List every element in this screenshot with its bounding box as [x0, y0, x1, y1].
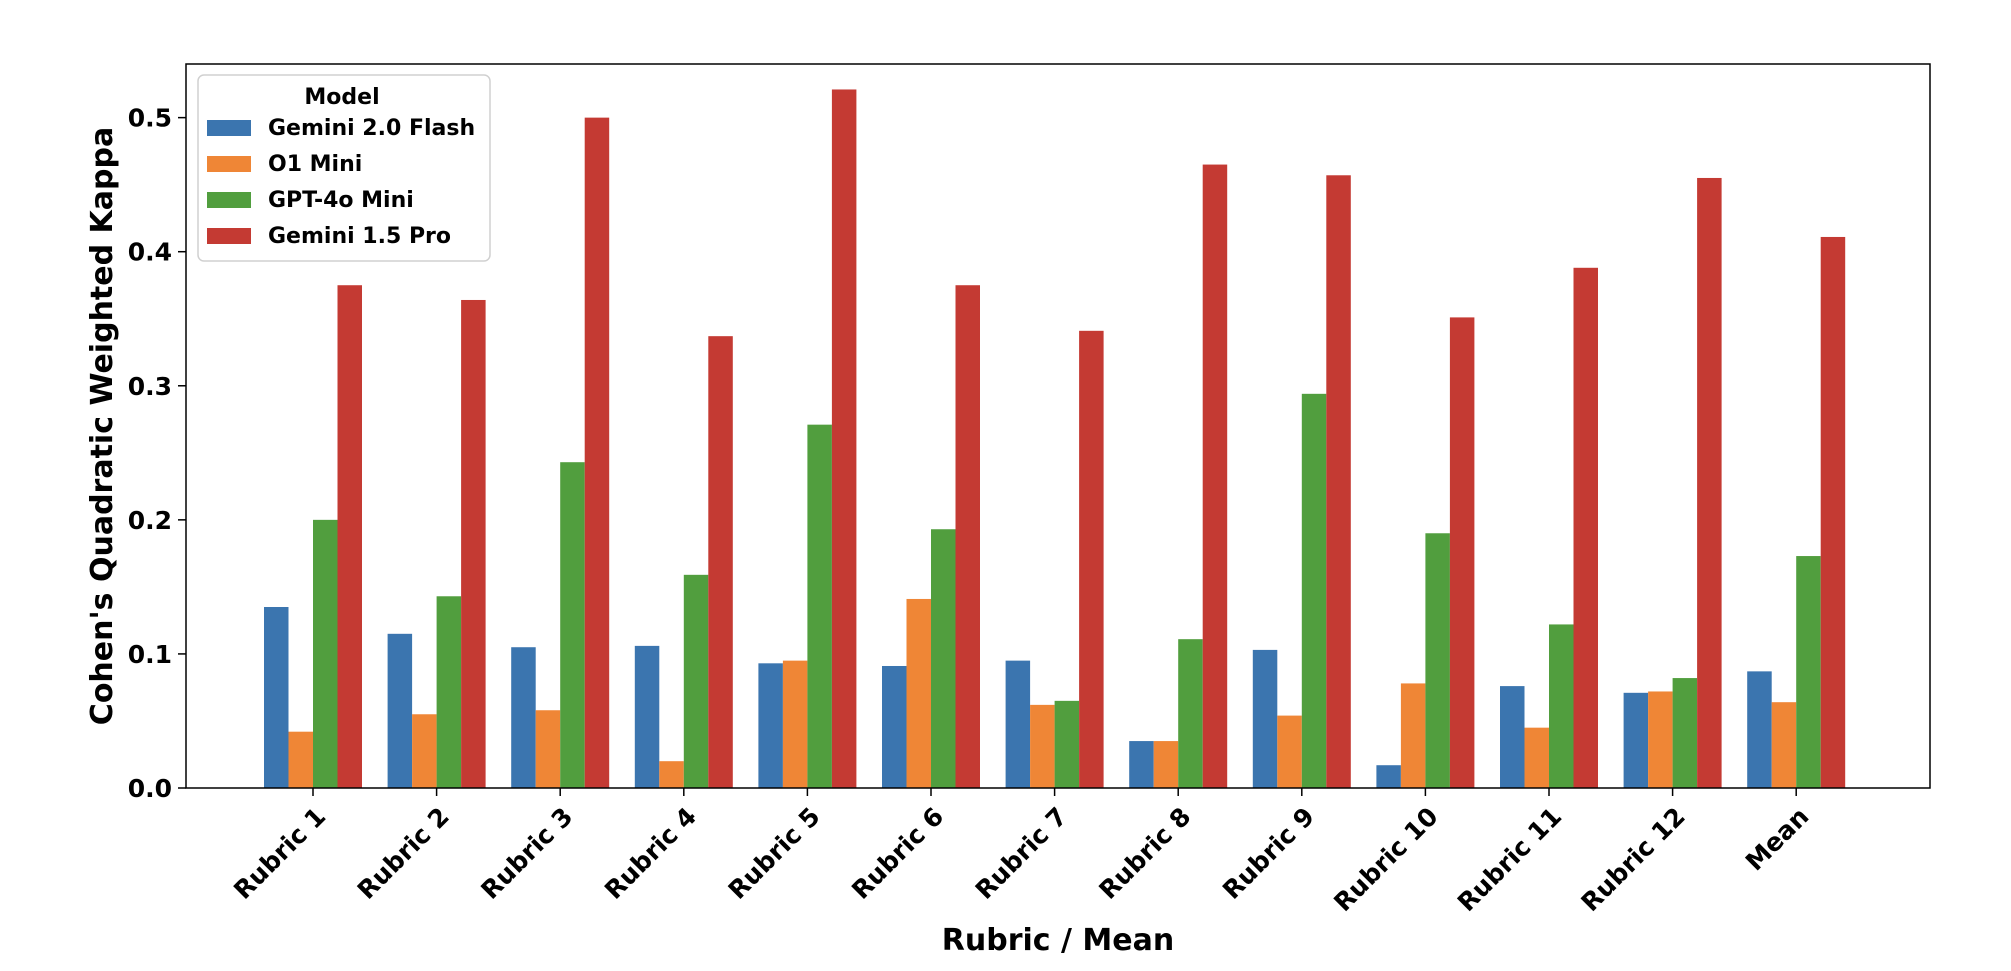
- x-tick-label: Rubric 3: [475, 802, 578, 905]
- x-tick-label: Rubric 11: [1452, 802, 1567, 917]
- bar: [1079, 330, 1104, 788]
- bar: [412, 714, 437, 788]
- bar: [461, 299, 486, 788]
- y-tick-label: 0.1: [128, 640, 172, 669]
- bar: [1277, 715, 1302, 788]
- bars-layer: [264, 89, 1846, 789]
- y-tick-label: 0.2: [128, 506, 172, 535]
- bar: [1524, 727, 1549, 788]
- bar: [807, 424, 832, 788]
- bar: [313, 519, 338, 788]
- bar: [288, 731, 313, 788]
- bar: [1796, 556, 1821, 788]
- bar: [436, 596, 462, 788]
- x-tick-label: Rubric 2: [352, 802, 455, 905]
- y-tick-label: 0.0: [128, 774, 172, 803]
- bar: [1153, 741, 1179, 788]
- bar: [683, 574, 709, 788]
- bar: [758, 663, 783, 788]
- bar: [831, 89, 857, 789]
- x-tick-label: Rubric 7: [970, 802, 1073, 905]
- legend-swatch: [207, 192, 251, 208]
- x-tick-label: Rubric 10: [1328, 802, 1443, 917]
- bar: [955, 285, 980, 788]
- bar: [1376, 765, 1401, 788]
- x-tick-label: Rubric 4: [599, 802, 702, 905]
- x-tick-label: Rubric 9: [1217, 802, 1320, 905]
- bar: [1400, 683, 1426, 788]
- x-axis: Rubric 1 Rubric 2 Rubric 3 Rubric 4 Rubric 5…: [228, 788, 1814, 917]
- x-tick-label: Rubric 6: [846, 802, 949, 905]
- bar: [387, 633, 413, 788]
- legend-items: Gemini 2.0 Flash O1 Mini GPT-4o Mini Gemini…: [207, 116, 475, 249]
- legend-swatch: [207, 228, 251, 244]
- x-tick-label: Mean: [1740, 802, 1815, 877]
- bar: [337, 285, 362, 788]
- plot-frame: [185, 63, 1931, 789]
- bar: [1030, 704, 1055, 788]
- bar: [659, 761, 684, 788]
- bar: [1549, 624, 1574, 788]
- legend-label: GPT-4o Mini: [268, 188, 414, 213]
- y-tick-label: 0.4: [128, 238, 172, 267]
- bar: [1005, 660, 1031, 788]
- y-axis: 0.0 0.1 0.2 0.3 0.4 0.5: [128, 104, 186, 803]
- legend-swatch: [207, 120, 251, 136]
- bar: [1672, 678, 1698, 788]
- bar: [1326, 175, 1351, 788]
- bar: [906, 598, 931, 788]
- bar: [1129, 741, 1154, 788]
- bar: [584, 117, 610, 788]
- legend-frame: [197, 74, 491, 262]
- legend-swatch: [207, 156, 251, 172]
- bar: [1301, 393, 1327, 788]
- bar: [931, 529, 956, 788]
- legend-label: Gemini 1.5 Pro: [268, 224, 451, 249]
- bar: [560, 462, 585, 788]
- x-tick-label: Rubric 1: [228, 802, 331, 905]
- legend: Model Gemini 2.0 Flash O1 Mini GPT-4o Mini…: [197, 74, 491, 262]
- legend-label: O1 Mini: [268, 152, 362, 177]
- bar: [1449, 317, 1475, 788]
- bar: [1623, 692, 1649, 788]
- bar: [782, 660, 808, 788]
- x-tick-label: Rubric 8: [1093, 802, 1196, 905]
- legend-title: Model: [304, 85, 379, 110]
- bar: [264, 607, 289, 788]
- legend-label: Gemini 2.0 Flash: [268, 116, 475, 141]
- bar: [1500, 686, 1525, 788]
- bar: [1202, 164, 1228, 788]
- bar: [1747, 671, 1772, 788]
- x-tick-label: Rubric 5: [723, 802, 826, 905]
- bar: [1573, 267, 1598, 788]
- bar: [708, 336, 733, 788]
- bar: [511, 647, 536, 788]
- bar: [1054, 700, 1080, 788]
- bar: [1252, 649, 1278, 788]
- bar: [1771, 702, 1797, 788]
- bar: [634, 645, 660, 788]
- bar: [882, 665, 907, 788]
- bar: [1178, 639, 1203, 788]
- bar: [1425, 533, 1450, 788]
- bar: [535, 710, 561, 788]
- x-tick-label: Rubric 12: [1575, 802, 1690, 917]
- y-axis-label: Cohen's Quadratic Weighted Kappa: [85, 127, 120, 725]
- x-axis-label: Rubric / Mean: [942, 923, 1174, 958]
- y-tick-label: 0.3: [128, 372, 172, 401]
- y-tick-label: 0.5: [128, 104, 172, 133]
- bar: [1648, 691, 1673, 788]
- bar: [1820, 236, 1846, 788]
- bar: [1697, 177, 1722, 788]
